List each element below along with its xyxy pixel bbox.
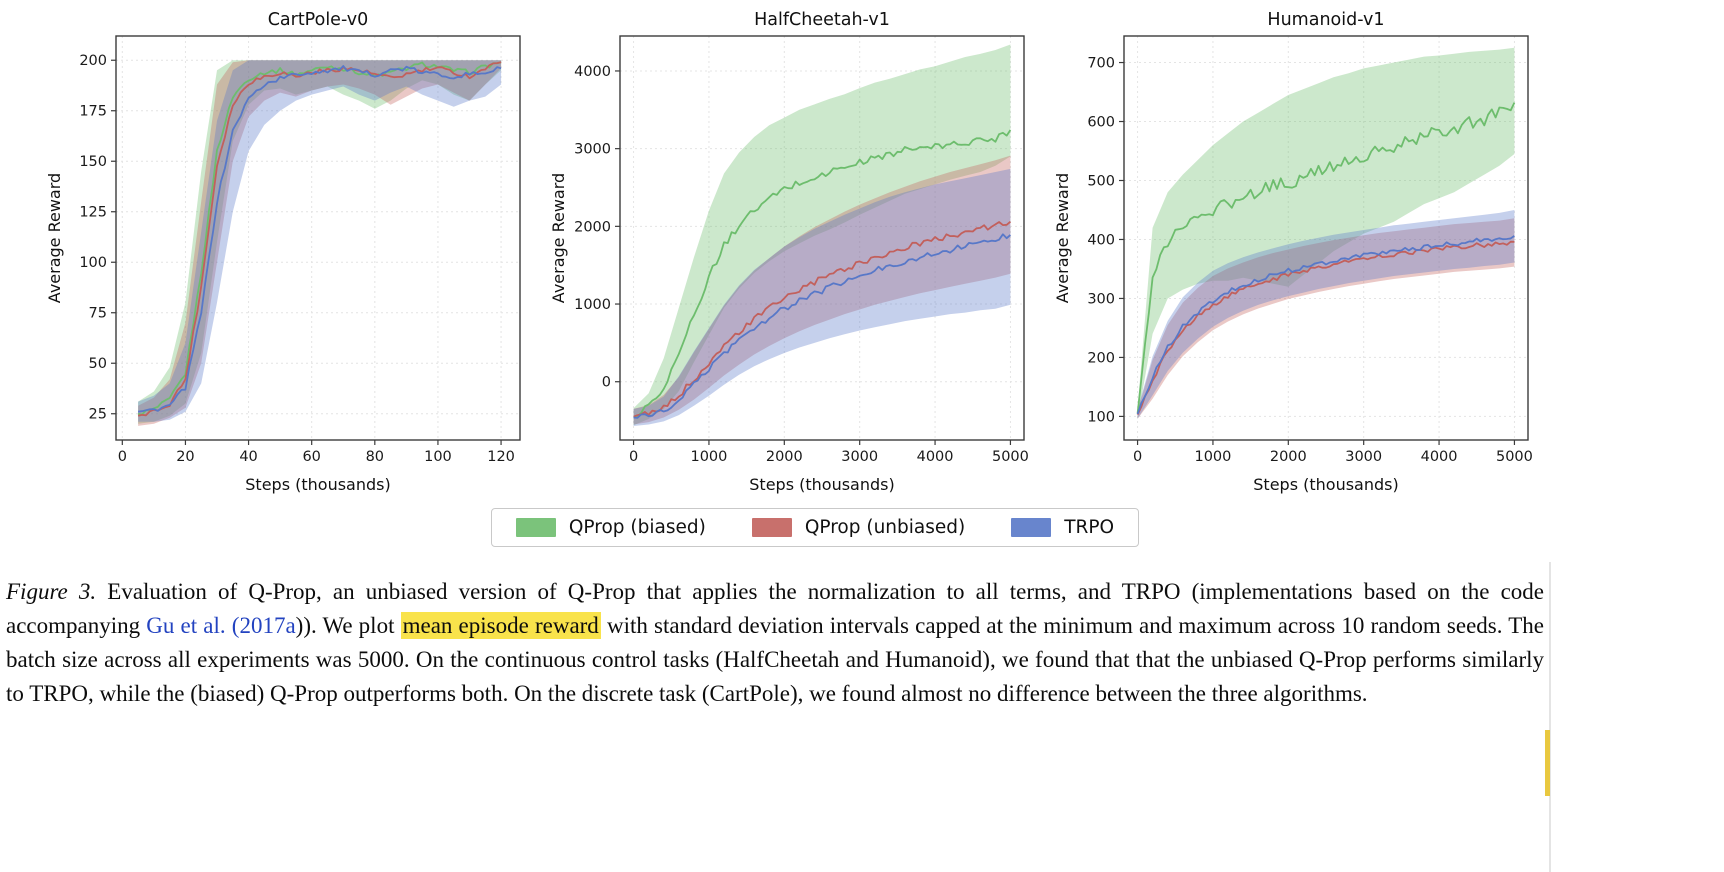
series-line: [137, 65, 502, 413]
y-tick-label: 200: [1087, 350, 1115, 366]
x-axis-label: Steps (thousands): [245, 475, 390, 494]
y-tick-label: 300: [1087, 291, 1115, 307]
x-tick-label: 60: [302, 449, 320, 465]
y-tick-label: 1000: [574, 297, 611, 313]
x-tick-label: 0: [629, 449, 638, 465]
highlighted-text: mean episode reward: [400, 612, 601, 639]
x-tick-label: 3000: [1345, 449, 1382, 465]
legend-row: QProp (biased) QProp (unbiased) TRPO: [44, 508, 1586, 547]
y-tick-label: 100: [1087, 409, 1115, 425]
legend-swatch-qprop-unbiased: [751, 518, 792, 537]
legend-item: QProp (biased): [515, 517, 706, 538]
y-tick-label: 0: [602, 375, 611, 391]
y-tick-label: 175: [79, 104, 107, 120]
series-line: [1136, 240, 1515, 415]
x-tick-label: 4000: [917, 449, 954, 465]
x-tick-label: 80: [366, 449, 384, 465]
x-axis-label: Steps (thousands): [1253, 475, 1398, 494]
x-tick-label: 1000: [1194, 449, 1231, 465]
series-line: [137, 61, 502, 417]
y-tick-label: 500: [1087, 173, 1115, 189]
x-tick-label: 3000: [841, 449, 878, 465]
legend-item: TRPO: [1011, 517, 1114, 538]
series-line: [1136, 235, 1515, 415]
y-tick-label: 25: [89, 407, 107, 423]
y-tick-label: 50: [89, 356, 107, 372]
legend-swatch-qprop-biased: [515, 518, 556, 537]
chart-humanoid: 0 1000 2000 3000 4000 5000 100 200 300 400 500 600 7…: [1052, 6, 1542, 506]
series-band: [1137, 218, 1515, 419]
x-tick-label: 120: [487, 449, 515, 465]
legend-swatch-trpo: [1011, 518, 1052, 537]
legend-label: QProp (biased): [568, 517, 706, 538]
y-axis-label: Average Reward: [549, 173, 568, 303]
chart-cartpole: 0 20 40 60 80 100 120 25 50 75 100 125 150 175 200 Cart…: [44, 6, 534, 506]
figure-legend: QProp (biased) QProp (unbiased) TRPO: [490, 508, 1140, 547]
x-tick-label: 5000: [1496, 449, 1533, 465]
x-tick-label: 0: [118, 449, 127, 465]
legend-item: QProp (unbiased): [751, 517, 966, 538]
y-axis-label: Average Reward: [45, 173, 64, 303]
series-line: [633, 129, 1012, 418]
y-tick-label: 125: [79, 205, 107, 221]
y-tick-label: 2000: [574, 219, 611, 235]
series-band: [1137, 47, 1515, 420]
plot-frame: [115, 35, 521, 441]
y-tick-label: 150: [79, 154, 107, 170]
y-axis-label: Average Reward: [1053, 173, 1072, 303]
y-tick-label: 400: [1087, 232, 1115, 248]
x-tick-label: 20: [176, 449, 194, 465]
y-tick-label: 100: [79, 255, 107, 271]
chart-title: CartPole-v0: [268, 10, 369, 30]
plot-frame: [1123, 35, 1529, 441]
caption-text: with standard deviation intervals capped…: [6, 613, 1544, 706]
page-margin-rule: [1549, 562, 1551, 872]
x-tick-label: 5000: [992, 449, 1029, 465]
chart-title: Humanoid-v1: [1267, 10, 1384, 30]
y-tick-label: 4000: [574, 64, 611, 80]
y-tick-label: 700: [1087, 56, 1115, 72]
caption-text: Evaluation of Q-Prop, an unbiased versio…: [6, 579, 1545, 638]
y-tick-label: 200: [79, 53, 107, 69]
legend-label: QProp (unbiased): [804, 517, 966, 538]
series-band: [1137, 210, 1515, 419]
x-tick-label: 40: [239, 449, 257, 465]
legend-label: TRPO: [1064, 517, 1115, 538]
y-tick-label: 3000: [574, 142, 611, 158]
chart-title: HalfCheetah-v1: [754, 10, 890, 30]
series-band: [138, 60, 502, 422]
series-band: [633, 155, 1011, 425]
y-tick-label: 75: [89, 306, 107, 322]
y-tick-label: 600: [1087, 115, 1115, 131]
citation-link[interactable]: Gu et al.: [146, 613, 226, 638]
series-line: [633, 221, 1011, 418]
x-axis-label: Steps (thousands): [749, 475, 894, 494]
series-line: [1136, 102, 1516, 414]
annotation-highlight-marker: [1545, 730, 1550, 796]
series-line: [633, 233, 1011, 419]
caption-text: )). We plot: [295, 613, 401, 638]
x-tick-label: 0: [1133, 449, 1142, 465]
plot-frame: [619, 35, 1025, 441]
x-tick-label: 2000: [766, 449, 803, 465]
figure-panels: 0 20 40 60 80 100 120 25 50 75 100 125 150 175 200 Cart…: [44, 6, 1724, 506]
figure-label: Figure 3.: [6, 579, 97, 604]
citation-link[interactable]: (2017a: [231, 613, 296, 638]
x-tick-label: 4000: [1421, 449, 1458, 465]
series-band: [633, 44, 1011, 426]
x-tick-label: 100: [424, 449, 452, 465]
x-tick-label: 1000: [690, 449, 727, 465]
figure-caption: Figure 3. Evaluation of Q-Prop, an unbia…: [6, 575, 1544, 711]
series-band: [633, 168, 1011, 426]
chart-halfcheetah: 0 1000 2000 3000 4000 5000 0 1000 2000 3000 4000 Ha…: [548, 6, 1038, 506]
x-tick-label: 2000: [1270, 449, 1307, 465]
